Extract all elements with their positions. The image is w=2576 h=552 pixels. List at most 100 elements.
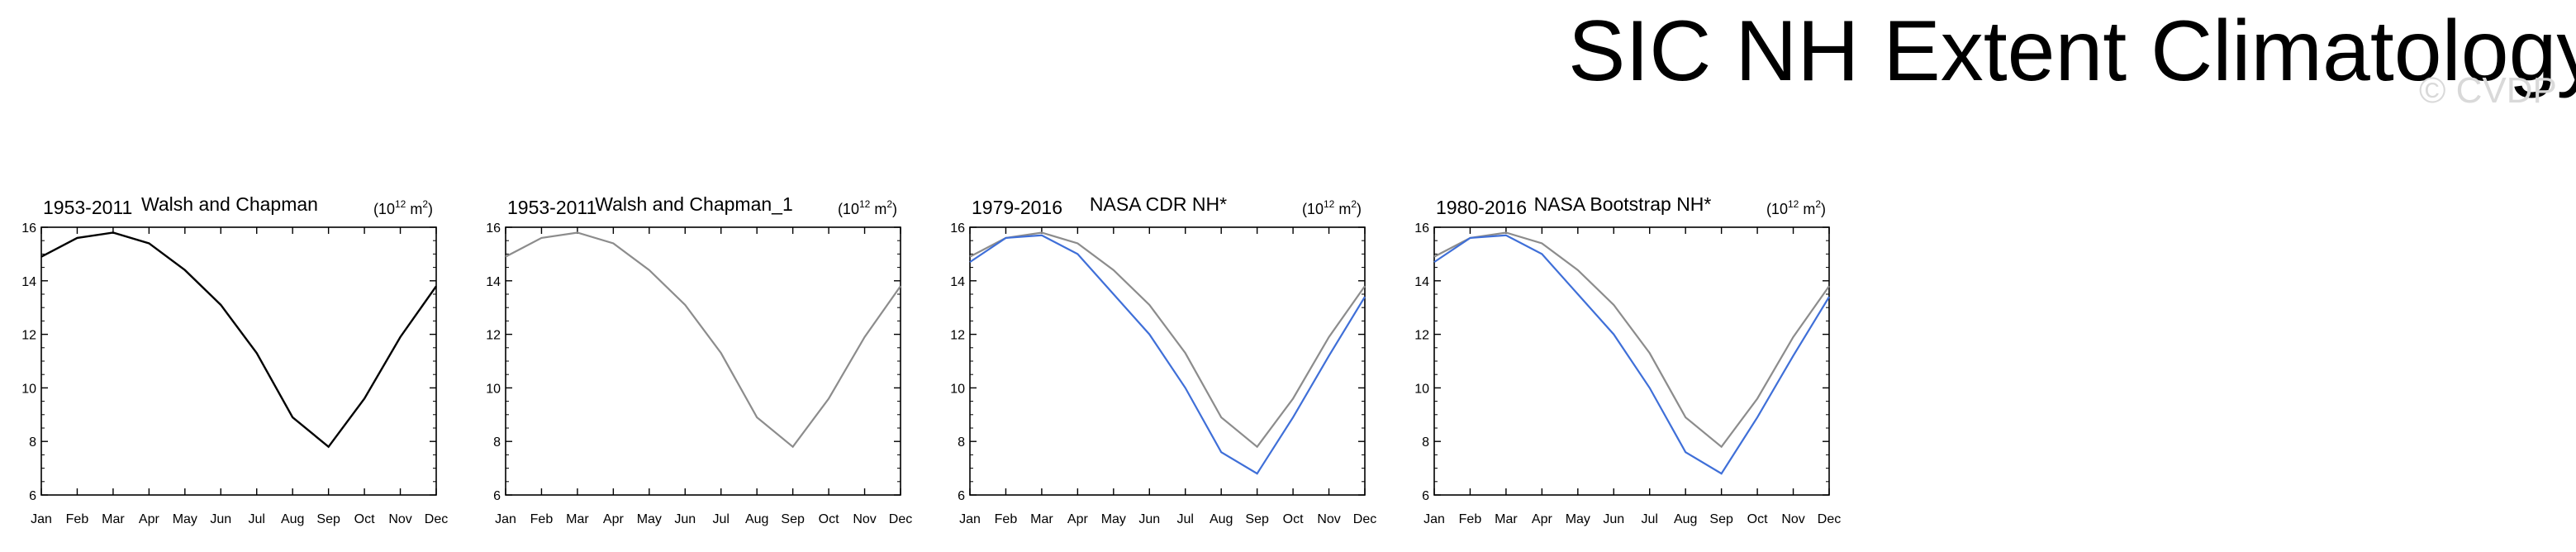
y-tick-label: 8 — [958, 435, 965, 450]
x-tick-label: Oct — [819, 512, 839, 526]
x-tick-label: Apr — [1532, 512, 1553, 526]
y-tick-label: 14 — [950, 275, 965, 289]
units-base: (10 — [1302, 201, 1324, 217]
x-tick-label: Apr — [139, 512, 160, 526]
x-tick-label: Aug — [1674, 512, 1697, 526]
chart-panel-1: 6 8 10 12 14 16 Jan Feb Mar Apr May Jun Jul Aug Sep Oct… — [21, 193, 448, 526]
plot-frame — [40, 226, 437, 496]
x-tick-label: Feb — [1459, 512, 1482, 526]
x-tick-label: Sep — [1245, 512, 1269, 526]
x-tick-label: Mar — [1030, 512, 1053, 526]
watermark: © CVDP — [2419, 70, 2557, 111]
y-tick-label: 14 — [486, 275, 501, 289]
x-tick-label: Nov — [388, 512, 411, 526]
y-tick-label: 12 — [486, 329, 501, 343]
x-tick-label: Jul — [1177, 512, 1194, 526]
units-close: ) — [1821, 201, 1826, 217]
units-unit: m — [1799, 201, 1815, 217]
units-sup2: 2 — [886, 198, 892, 210]
x-tick-label: Feb — [995, 512, 1018, 526]
x-tick-label: Oct — [1747, 512, 1768, 526]
y-tick-label: 16 — [950, 221, 965, 236]
y-tick-label: 12 — [21, 329, 36, 343]
y-tick-label: 14 — [1414, 275, 1429, 289]
units-base: (10 — [1766, 201, 1788, 217]
y-tick-label: 8 — [29, 435, 36, 450]
series-line-1 — [969, 231, 1366, 449]
x-tick-label: Dec — [1353, 512, 1376, 526]
x-tick-label: May — [637, 512, 662, 526]
panel-period: 1953-2011 — [507, 197, 596, 218]
x-tick-label: Aug — [1210, 512, 1233, 526]
x-tick-label: Nov — [1317, 512, 1340, 526]
units-exp: 12 — [1788, 198, 1799, 210]
y-tick-label: 6 — [1422, 489, 1429, 503]
y-tick-label: 10 — [21, 382, 36, 396]
plot-frame — [505, 226, 901, 496]
panel-dataset: Walsh and Chapman — [141, 193, 318, 215]
units-close: ) — [1357, 201, 1362, 217]
page-title: SIC NH Extent Climatology — [1568, 3, 2576, 99]
x-tick-label: Oct — [354, 512, 375, 526]
units-close: ) — [892, 201, 897, 217]
x-tick-label: Jun — [210, 512, 231, 526]
x-tick-label: Jul — [1642, 512, 1658, 526]
units-sup2: 2 — [422, 198, 428, 210]
panel-period: 1979-2016 — [972, 197, 1062, 218]
panel-period: 1953-2011 — [43, 197, 132, 218]
x-tick-label: Nov — [1781, 512, 1804, 526]
y-tick-label: 10 — [486, 382, 501, 396]
panel-dataset: NASA CDR NH* — [1090, 193, 1227, 215]
y-tick-label: 12 — [950, 329, 965, 343]
x-tick-label: Jan — [31, 512, 52, 526]
y-tick-label: 6 — [29, 489, 36, 503]
x-tick-label: Jul — [713, 512, 730, 526]
units-exp: 12 — [1324, 198, 1335, 210]
panel-units: (1012 m2) — [838, 198, 897, 217]
x-tick-label: Aug — [745, 512, 768, 526]
y-tick-label: 16 — [1414, 221, 1429, 236]
x-tick-label: Feb — [530, 512, 554, 526]
units-exp: 12 — [395, 198, 406, 210]
y-tick-label: 8 — [493, 435, 501, 450]
y-tick-label: 10 — [1414, 382, 1429, 396]
series-line-1 — [40, 231, 437, 449]
x-tick-label: Oct — [1283, 512, 1304, 526]
series-line-2 — [1433, 234, 1830, 475]
y-tick-label: 12 — [1414, 329, 1429, 343]
x-tick-label: May — [1566, 512, 1590, 526]
x-tick-label: Mar — [102, 512, 125, 526]
x-tick-label: Feb — [66, 512, 89, 526]
units-base: (10 — [373, 201, 395, 217]
x-tick-label: May — [1101, 512, 1126, 526]
chart-panel-2: 6 8 10 12 14 16 Jan Feb Mar Apr May Jun Jul Aug Sep Oct… — [486, 193, 912, 526]
x-tick-label: Jan — [495, 512, 516, 526]
y-tick-label: 10 — [950, 382, 965, 396]
y-tick-label: 8 — [1422, 435, 1429, 450]
panel-period: 1980-2016 — [1436, 197, 1527, 218]
x-tick-label: Sep — [1709, 512, 1733, 526]
x-tick-label: Jun — [1603, 512, 1624, 526]
chart-panel-3: 6 8 10 12 14 16 Jan Feb Mar Apr May Jun Jul Aug Sep Oct… — [950, 193, 1376, 526]
units-close: ) — [428, 201, 433, 217]
units-exp: 12 — [859, 198, 871, 210]
panel-units: (1012 m2) — [1302, 198, 1362, 217]
series-line-1 — [505, 231, 901, 449]
x-tick-label: Jan — [959, 512, 981, 526]
units-unit: m — [1334, 201, 1351, 217]
units-unit: m — [870, 201, 886, 217]
units-sup2: 2 — [1351, 198, 1357, 210]
panel-units: (1012 m2) — [373, 198, 433, 217]
x-tick-label: Jan — [1423, 512, 1445, 526]
panel-units: (1012 m2) — [1766, 198, 1826, 217]
x-tick-label: Jun — [1138, 512, 1160, 526]
series-line-2 — [969, 234, 1366, 475]
panel-dataset: NASA Bootstrap NH* — [1534, 193, 1712, 215]
x-tick-label: Nov — [853, 512, 876, 526]
x-tick-label: Apr — [1067, 512, 1089, 526]
units-base: (10 — [838, 201, 859, 217]
y-tick-label: 16 — [21, 221, 36, 236]
series-line-1 — [1433, 231, 1830, 449]
x-tick-label: Mar — [1495, 512, 1518, 526]
